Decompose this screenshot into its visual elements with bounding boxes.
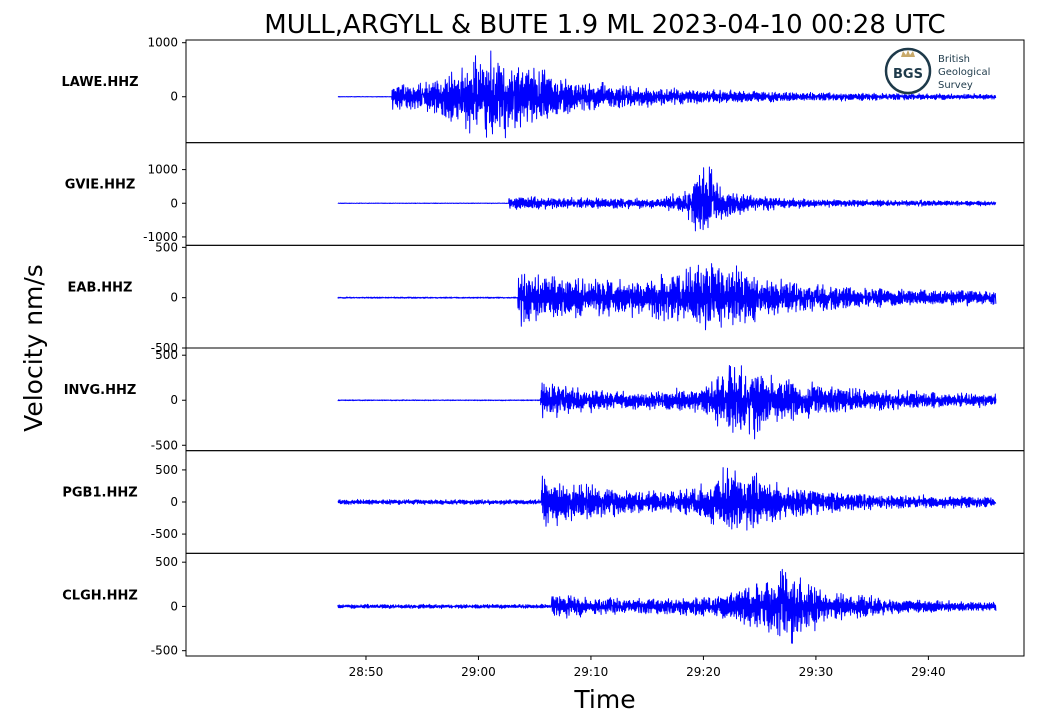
x-tick-label: 29:10 <box>574 665 609 679</box>
x-tick-label: 29:00 <box>461 665 496 679</box>
y-tick-label: -1000 <box>143 230 178 244</box>
station-label: GVIE.HHZ <box>65 178 136 193</box>
waveform-trace <box>337 365 997 440</box>
logo-abbr: BGS <box>893 67 923 82</box>
panel-stack: 1000 0 LAWE.HHZ 1000 0 -1000 GVIE.HHZ 500 0 -500 E… <box>61 36 1025 658</box>
y-tick-label: -500 <box>151 341 178 355</box>
logo-line-1: British <box>938 54 970 65</box>
waveform-trace <box>337 263 997 331</box>
chart-title: MULL,ARGYLL & BUTE 1.9 ML 2023-04-10 00:… <box>264 10 945 40</box>
y-tick-label: 0 <box>170 90 178 104</box>
waveform-trace <box>337 166 997 232</box>
x-axis-label: Time <box>573 685 635 714</box>
y-tick-label: 500 <box>155 463 178 477</box>
bgs-logo: BGS British Geological Survey <box>884 47 990 95</box>
station-label: EAB.HHZ <box>68 280 133 295</box>
y-tick-label: 500 <box>155 555 178 569</box>
panel-clgh-hhz: 500 0 -500 CLGH.HHZ <box>62 552 1025 658</box>
crown-icon <box>901 50 915 57</box>
y-tick-label: 1000 <box>147 36 178 50</box>
station-label: CLGH.HHZ <box>62 588 138 603</box>
y-tick-label: 500 <box>155 240 178 254</box>
logo-line-2: Geological <box>938 67 990 78</box>
panel-eab-hhz: 500 0 -500 EAB.HHZ <box>68 240 1025 355</box>
y-tick-label: -500 <box>151 644 178 658</box>
y-tick-label: 0 <box>170 291 178 305</box>
y-tick-label: -500 <box>151 438 178 452</box>
y-axis-label: Velocity nm/s <box>19 264 48 432</box>
panel-pgb1-hhz: 500 0 -500 PGB1.HHZ <box>62 450 1025 554</box>
panel-invg-hhz: 500 0 -500 INVG.HHZ <box>64 347 1025 452</box>
y-tick-label: 0 <box>170 196 178 210</box>
panel-frame <box>185 552 1025 657</box>
panel-gvie-hhz: 1000 0 -1000 GVIE.HHZ <box>65 142 1025 246</box>
x-tick-label: 29:30 <box>799 665 834 679</box>
y-tick-label: 0 <box>170 599 178 613</box>
logo-line-3: Survey <box>938 80 973 91</box>
y-tick-label: 0 <box>170 495 178 509</box>
y-tick-label: -500 <box>151 527 178 541</box>
waveform-trace <box>337 467 997 531</box>
x-tick-label: 29:20 <box>686 665 721 679</box>
station-label: INVG.HHZ <box>64 383 137 398</box>
panel-lawe-hhz: 1000 0 LAWE.HHZ <box>61 36 1025 144</box>
y-tick-label: 0 <box>170 393 178 407</box>
x-axis: 28:50 29:00 29:10 29:20 29:30 29:40 <box>349 656 946 679</box>
station-label: LAWE.HHZ <box>61 75 138 90</box>
x-tick-label: 28:50 <box>349 665 384 679</box>
y-tick-label: 1000 <box>147 163 178 177</box>
panel-frame <box>185 142 1025 246</box>
x-tick-label: 29:40 <box>911 665 946 679</box>
station-label: PGB1.HHZ <box>62 486 137 501</box>
logo-ring <box>884 47 932 95</box>
y-tick-label: 500 <box>155 348 178 362</box>
waveform-trace <box>337 50 997 139</box>
waveform-trace <box>337 568 997 644</box>
